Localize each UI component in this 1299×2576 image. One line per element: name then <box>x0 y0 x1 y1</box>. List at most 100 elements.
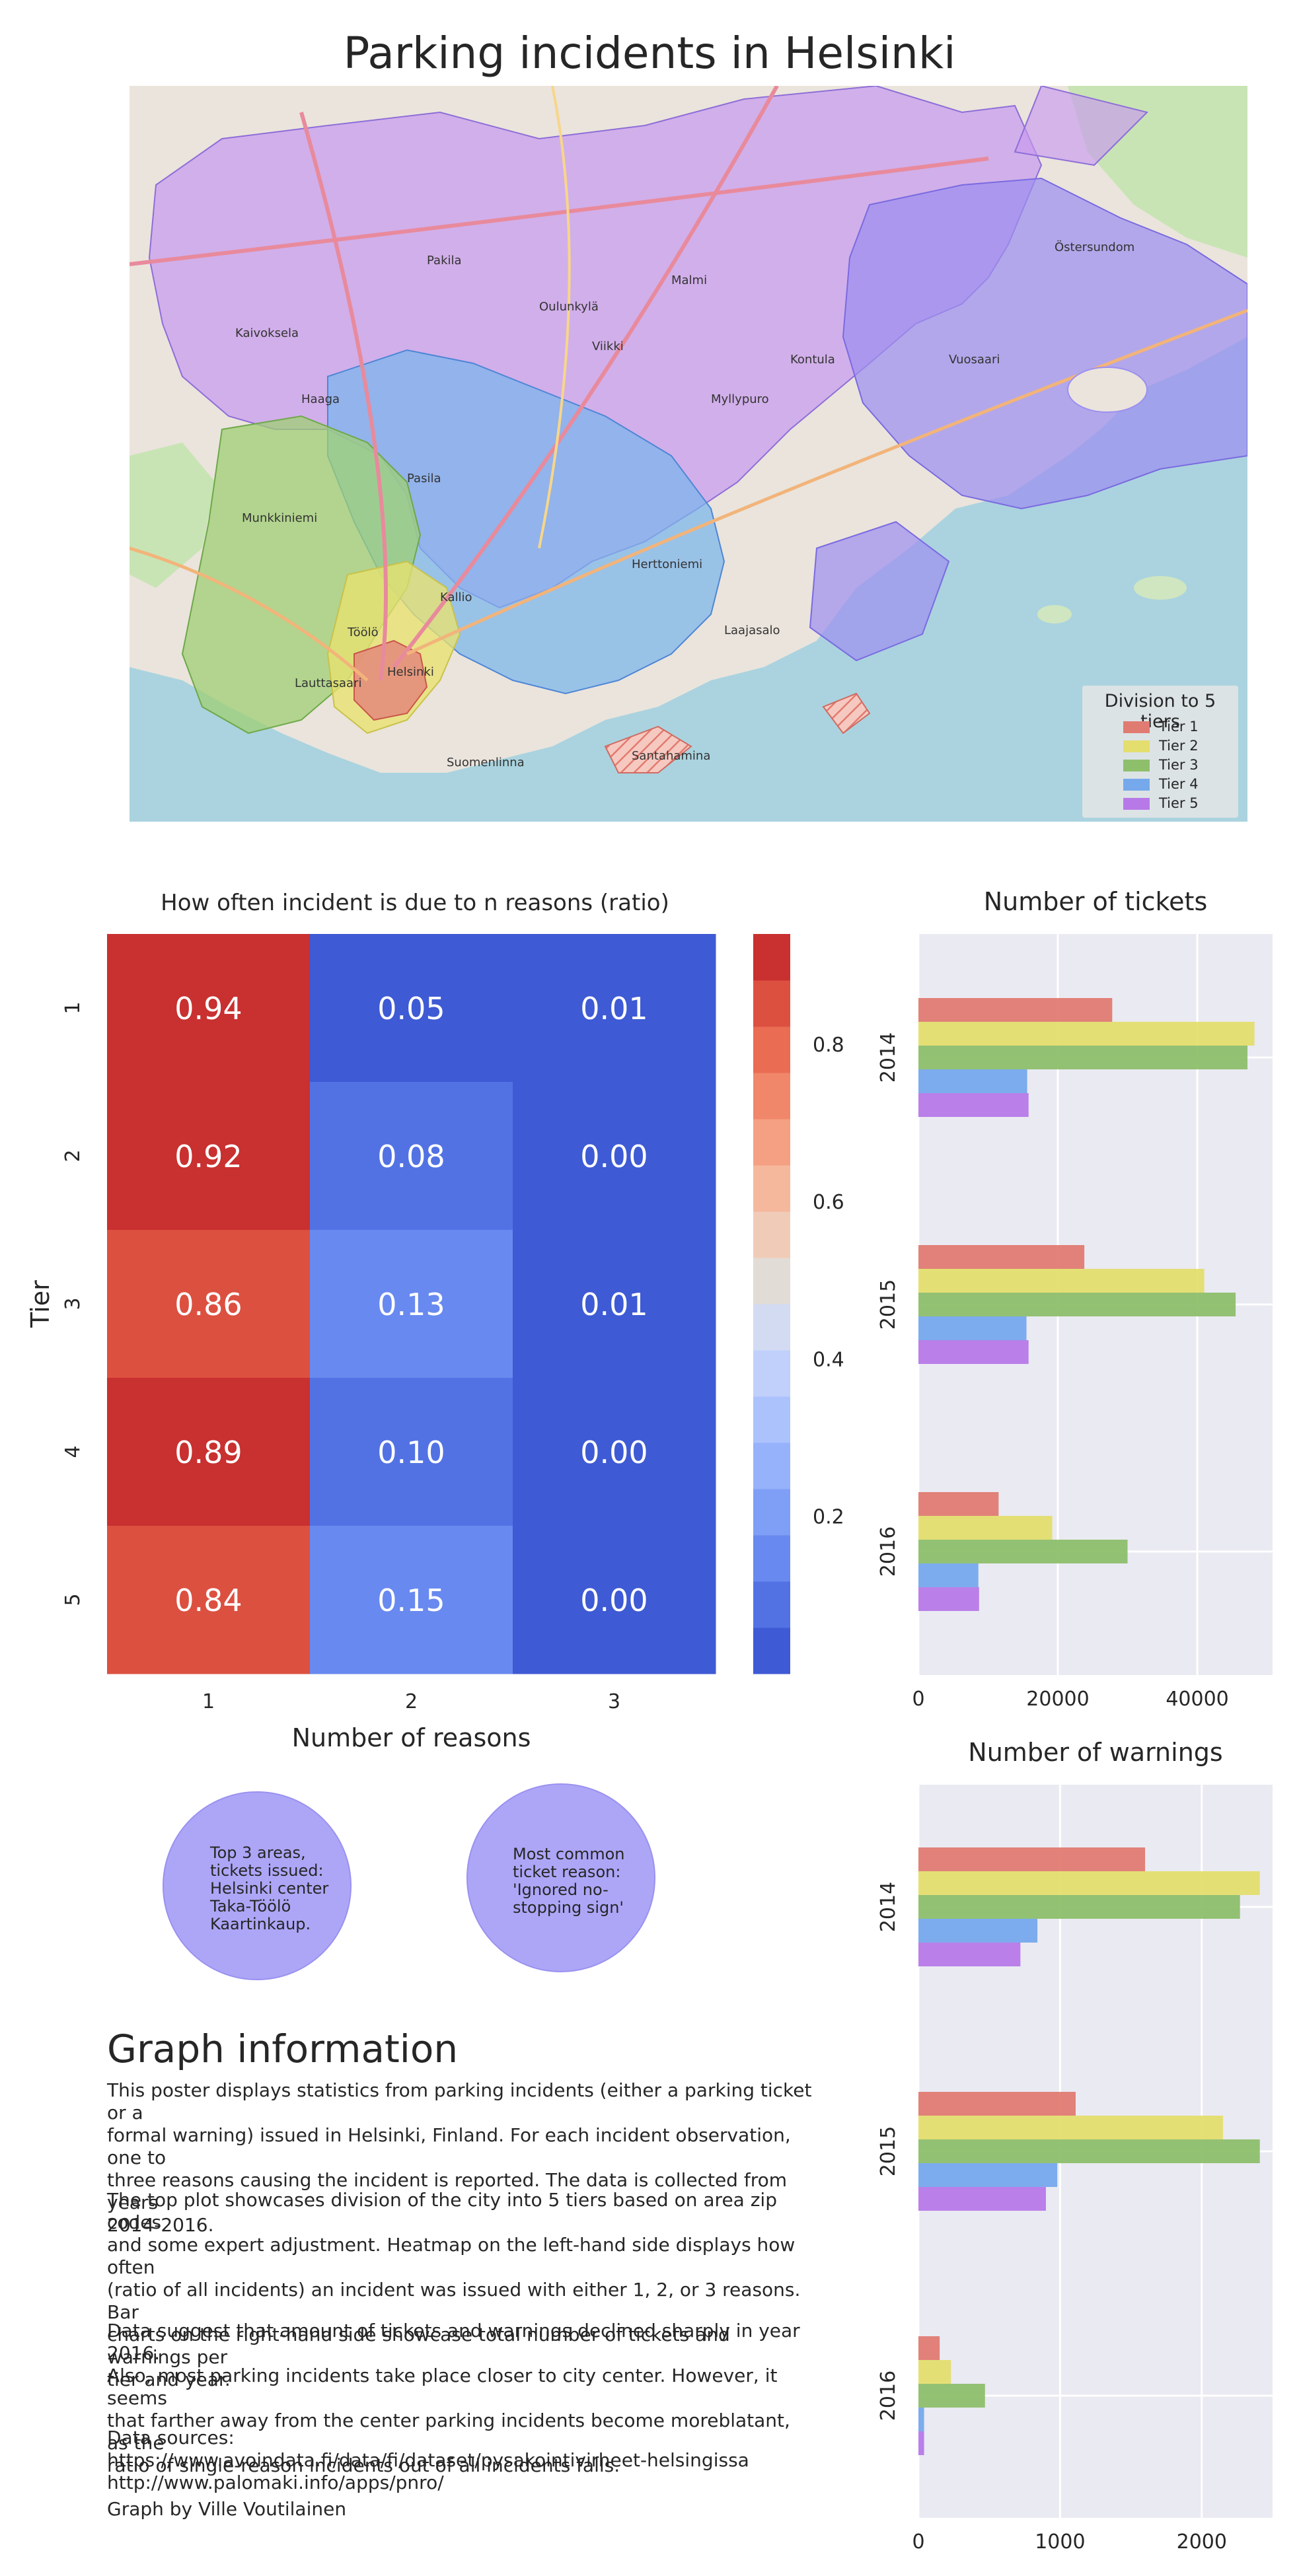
bar <box>918 2139 1260 2163</box>
colorbar-segment <box>753 1258 790 1305</box>
bar <box>918 1895 1240 1919</box>
colorbar-segment <box>753 1165 790 1212</box>
legend-item-tier-5: Tier 5 <box>1123 795 1199 811</box>
colorbar-tick: 0.4 <box>813 1348 844 1371</box>
map-label: Suomenlinna <box>447 756 525 769</box>
top-areas-text: Top 3 areas, tickets issued: Helsinki ce… <box>210 1843 329 1933</box>
map-label: Myllypuro <box>711 392 769 406</box>
y-tick-label: 2014 <box>877 1032 900 1083</box>
colorbar-segment <box>753 1628 790 1674</box>
colorbar-segment <box>753 1073 790 1120</box>
heatmap-y-tick: 2 <box>61 1149 85 1162</box>
map-label: Oulunkylä <box>539 300 599 314</box>
x-tick-label: 0 <box>912 1688 924 1711</box>
legend-item-tier-1: Tier 1 <box>1123 719 1199 734</box>
bar <box>918 1540 1128 1563</box>
heatmap-cell-label: 0.05 <box>377 991 445 1026</box>
heatmap-cell <box>310 1378 513 1526</box>
credit: Graph by Ville Voutilainen <box>107 2498 347 2520</box>
map-label: Haaga <box>301 392 340 406</box>
map-label: Laajasalo <box>724 624 780 637</box>
common-reason-text: Most common ticket reason: 'Ignored no- … <box>513 1845 625 1917</box>
bar <box>918 1516 1053 1540</box>
legend-swatch <box>1123 721 1150 733</box>
common-reason-bubble: Most common ticket reason: 'Ignored no- … <box>466 1783 655 1972</box>
heatmap-x-tick: 3 <box>608 1690 620 1713</box>
legend-item-tier-4: Tier 4 <box>1123 776 1199 792</box>
legend-swatch <box>1123 760 1150 771</box>
map-label: Kaivoksela <box>235 326 299 340</box>
map-place-labels: Helsinki Töölö Kallio Pasila Vuosaari Ma… <box>235 240 1134 769</box>
colorbar-segment <box>753 1535 790 1582</box>
map-label: Kontula <box>790 353 835 367</box>
legend-label: Tier 2 <box>1159 738 1199 754</box>
heatmap-cell-label: 0.94 <box>174 991 242 1026</box>
map-label: Munkkiniemi <box>242 511 317 525</box>
map-label: Lauttasaari <box>295 676 361 690</box>
legend-label: Tier 4 <box>1159 776 1199 792</box>
colorbar-segment <box>753 980 790 1027</box>
legend-swatch <box>1123 740 1150 752</box>
heatmap-cell-label: 0.86 <box>174 1287 242 1322</box>
colorbar-segment <box>753 1489 790 1536</box>
heatmap-cell <box>107 934 311 1083</box>
y-tick-label: 2016 <box>877 2371 900 2421</box>
legend-label: Tier 1 <box>1159 719 1199 734</box>
map-label: Vuosaari <box>949 353 1000 367</box>
heatmap-cell <box>513 1526 716 1674</box>
legend-swatch <box>1123 798 1150 810</box>
data-sources-label: Data sources: <box>107 2427 235 2449</box>
info-paragraph-2: The top plot showcases division of the c… <box>107 2189 814 2391</box>
bar <box>918 1269 1205 1293</box>
data-sources: Data sources: https://www.avoindata.fi/d… <box>107 2427 814 2494</box>
bar <box>918 1847 1146 1871</box>
bar <box>918 2336 940 2360</box>
warnings-bar-chart: Number of warnings 0 1000 2000 2014 2015 2016 <box>877 1738 1273 2554</box>
bar <box>918 1069 1027 1093</box>
y-tick-label: 2015 <box>877 2126 900 2176</box>
bar <box>918 1492 999 1516</box>
x-tick-label: 1000 <box>1035 2530 1085 2554</box>
colorbar-segment <box>753 1026 790 1073</box>
heatmap-cell <box>513 1378 716 1526</box>
heatmap-chart: How often incident is due to n reasons (… <box>26 890 844 1752</box>
heatmap-cell <box>310 934 513 1083</box>
heatmap-cell <box>107 1230 311 1378</box>
heatmap-cell-label: 0.01 <box>580 1287 648 1322</box>
map-label: Helsinki <box>387 665 434 679</box>
legend-title: Division to 5 tiers <box>1104 691 1216 732</box>
map-label: Töölö <box>347 626 379 639</box>
bar <box>918 2408 924 2431</box>
heatmap-cell-label: 0.00 <box>580 1583 648 1618</box>
x-tick-label: 0 <box>912 2530 924 2554</box>
heatmap-cell-label: 0.10 <box>377 1435 445 1470</box>
x-tick-label: 2000 <box>1177 2530 1227 2554</box>
heatmap-cell <box>107 1378 311 1526</box>
data-source-link: https://www.avoindata.fi/data/fi/dataset… <box>107 2449 749 2471</box>
map-label: Pakila <box>427 254 462 268</box>
heatmap-cell-label: 0.89 <box>174 1435 242 1470</box>
legend-label: Tier 3 <box>1159 757 1199 773</box>
bar <box>918 1245 1085 1269</box>
bar <box>918 2431 924 2455</box>
heatmap-cell <box>513 1082 716 1231</box>
info-text: This poster displays statistics from par… <box>107 2079 812 2236</box>
bar <box>918 1046 1248 1069</box>
info-title: Graph information <box>107 2026 459 2071</box>
x-tick-label: 20000 <box>1026 1688 1089 1711</box>
legend-label: Tier 5 <box>1159 795 1199 811</box>
heatmap-y-tick: 3 <box>61 1297 85 1310</box>
y-tick-label: 2014 <box>877 1882 900 1932</box>
heatmap-cell <box>310 1230 513 1378</box>
heatmap-cell-label: 0.08 <box>377 1139 445 1174</box>
colorbar-tick: 0.2 <box>813 1506 844 1529</box>
colorbar-tick: 0.6 <box>813 1191 844 1214</box>
info-paragraph-1: This poster displays statistics from par… <box>107 2079 814 2236</box>
colorbar-segment <box>753 1396 790 1443</box>
heatmap-cell-label: 0.84 <box>174 1583 242 1618</box>
bar <box>918 2384 985 2408</box>
bar <box>918 1563 979 1587</box>
heatmap-y-label: Tier <box>26 1280 55 1328</box>
bar <box>918 2092 1076 2116</box>
bar <box>918 2187 1046 2211</box>
